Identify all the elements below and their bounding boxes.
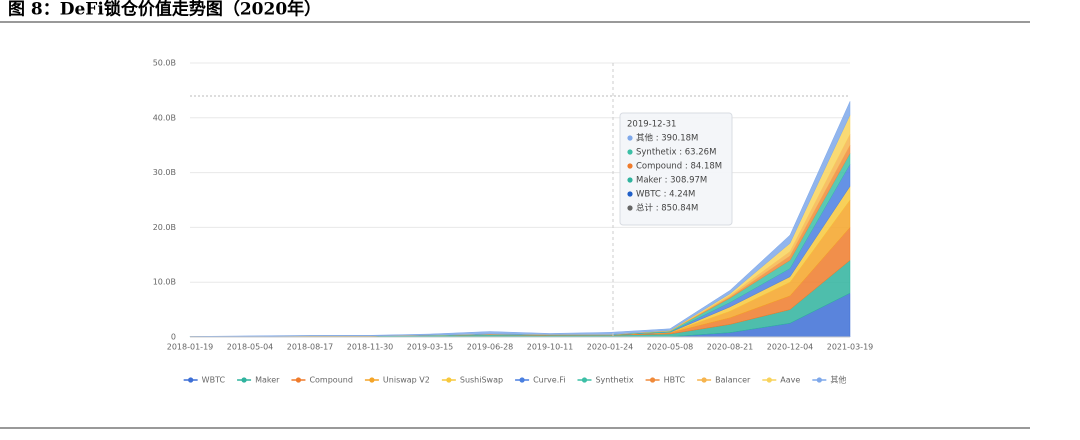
x-tick-label: 2019-10-11 (527, 343, 574, 352)
tooltip-item: Compound : 84.18M (636, 162, 722, 172)
legend-item: Uniswap V2 (364, 376, 430, 385)
legend-label: Compound (309, 376, 352, 385)
chart-title: 图 8：DeFi锁仓价值走势图（2020年） (8, 0, 321, 20)
area (189, 101, 851, 337)
legend-marker (369, 377, 375, 383)
tooltip-item: Maker : 308.97M (636, 176, 707, 186)
legend-marker (188, 377, 194, 383)
y-tick-label: 20.0B (153, 223, 176, 232)
legend-marker (241, 377, 247, 383)
tooltip-dot (627, 163, 633, 169)
tooltip-dot (627, 149, 633, 155)
legend-marker (816, 377, 822, 383)
legend-marker (581, 377, 588, 383)
legend-item: SushiSwap (441, 376, 503, 385)
legend-item: Balancer (697, 376, 751, 385)
legend-marker (701, 377, 707, 383)
y-tick-label: 40.0B (153, 113, 176, 122)
tooltip-dot (627, 205, 633, 211)
legend-marker (766, 377, 772, 383)
y-tick-label: 30.0B (153, 168, 176, 177)
tooltip: 2019-12-31 其他 : 390.18M Synthetix : 63.26M… (619, 112, 733, 226)
tooltip-title: 2019-12-31 (627, 120, 676, 130)
legend-label: HBTC (664, 376, 686, 385)
y-tick-label: 10.0B (153, 278, 176, 287)
x-tick-label: 2019-06-28 (467, 343, 514, 352)
tooltip-item: 其他 : 390.18M (636, 133, 698, 144)
tooltip-box (619, 112, 733, 226)
legend: WBTC Maker Compound Uniswap V2 SushiSwap Curv… (183, 375, 846, 385)
legend-label: Balancer (715, 376, 751, 385)
x-tick-label: 2018-05-04 (227, 343, 274, 352)
legend-label: SushiSwap (460, 376, 503, 385)
x-tick-label: 2020-05-08 (647, 343, 694, 352)
x-tick-label: 2018-08-17 (287, 343, 334, 352)
plot: 0 10.0B 20.0B 30.0B 40.0B 50.0B 2018-01-19 2018… (153, 59, 874, 352)
legend-label: 其他 (830, 375, 846, 385)
legend-label: Aave (780, 376, 800, 385)
legend-item: Curve.Fi (515, 376, 565, 385)
legend-item: WBTC (183, 376, 226, 385)
legend-item: Aave (762, 376, 800, 385)
x-tick-label: 2021-03-19 (827, 343, 874, 352)
x-tick-label: 2018-01-19 (167, 343, 214, 352)
legend-label: Maker (255, 376, 280, 385)
legend-item: HBTC (645, 376, 686, 385)
legend-marker (649, 377, 656, 383)
x-tick-label: 2018-11-30 (347, 343, 394, 352)
legend-item: Compound (291, 376, 353, 385)
tooltip-dot (627, 191, 633, 197)
legend-label: Uniswap V2 (383, 376, 430, 385)
y-tick-label: 0 (171, 333, 176, 342)
legend-label: Curve.Fi (533, 376, 565, 385)
x-tick-label: 2019-03-15 (407, 343, 454, 352)
legend-marker (519, 377, 525, 383)
tooltip-item: 总计 : 850.84M (636, 203, 698, 214)
x-tick-label: 2020-01-24 (587, 343, 634, 352)
tooltip-item: WBTC : 4.24M (636, 190, 695, 200)
legend-item: 其他 (812, 375, 846, 385)
tooltip-dot (627, 135, 633, 141)
y-tick-label: 50.0B (153, 59, 176, 68)
legend-label: Synthetix (595, 376, 633, 385)
x-tick-label: 2020-08-21 (707, 343, 754, 352)
legend-item: Maker (237, 376, 280, 385)
legend-label: WBTC (202, 376, 226, 385)
legend-marker (295, 377, 302, 383)
tooltip-item: Synthetix : 63.26M (636, 148, 716, 158)
legend-marker (446, 377, 452, 383)
x-tick-label: 2020-12-04 (767, 343, 814, 352)
tooltip-dot (627, 177, 633, 183)
legend-item: Synthetix (577, 376, 634, 385)
